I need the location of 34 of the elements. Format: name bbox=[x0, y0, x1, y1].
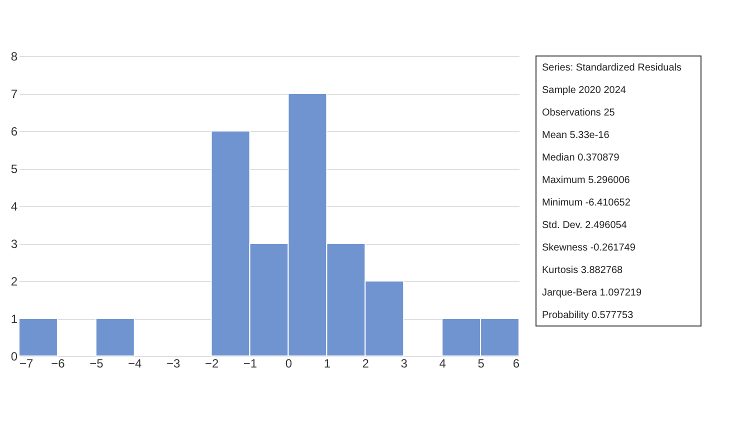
y-tick-label: 6 bbox=[10, 124, 18, 138]
x-tick-label: 3 bbox=[400, 356, 408, 370]
x-tick-label: −7 bbox=[20, 356, 34, 370]
x-tick-label: −4 bbox=[128, 356, 142, 370]
text: Probability 0.577753 bbox=[542, 310, 634, 321]
y-tick-label: 2 bbox=[10, 274, 18, 288]
x-tick-label: 2 bbox=[362, 356, 370, 370]
x-tick-label: 5 bbox=[478, 356, 485, 370]
text: Mean 5.33e-16 bbox=[542, 130, 610, 141]
text: Jarque-Bera 1.097219 bbox=[542, 287, 642, 298]
x-tick-label: 4 bbox=[439, 356, 446, 370]
text: Maximum 5.296006 bbox=[542, 174, 630, 186]
text: Series: Standardized Residuals bbox=[542, 62, 682, 74]
y-tick-label: 8 bbox=[10, 50, 18, 64]
y-tick-label: 4 bbox=[10, 200, 18, 214]
x-tick-label: −2 bbox=[204, 356, 219, 370]
y-tick-label: 3 bbox=[10, 237, 18, 251]
y-tick-label: 5 bbox=[10, 162, 18, 176]
x-tick-label: −6 bbox=[51, 356, 66, 370]
y-tick-label: 7 bbox=[10, 87, 18, 101]
x-tick-label: −3 bbox=[166, 356, 181, 370]
text: Minimum -6.410652 bbox=[542, 197, 631, 208]
text: Sample 2020 2024 bbox=[542, 84, 626, 96]
text: Median 0.370879 bbox=[542, 152, 620, 164]
x-tick-label: −1 bbox=[243, 356, 258, 370]
text: Skewness -0.261749 bbox=[542, 242, 636, 254]
x-tick-label: 1 bbox=[324, 356, 331, 370]
text: Observations 25 bbox=[542, 107, 616, 118]
text: Kurtosis 3.882768 bbox=[542, 264, 624, 276]
x-tick-label: 0 bbox=[285, 356, 292, 370]
x-tick-label: −5 bbox=[90, 356, 104, 370]
y-tick-label: 1 bbox=[10, 312, 18, 326]
x-tick-label: 6 bbox=[512, 356, 520, 370]
text: Std. Dev. 2.496054 bbox=[542, 220, 628, 231]
